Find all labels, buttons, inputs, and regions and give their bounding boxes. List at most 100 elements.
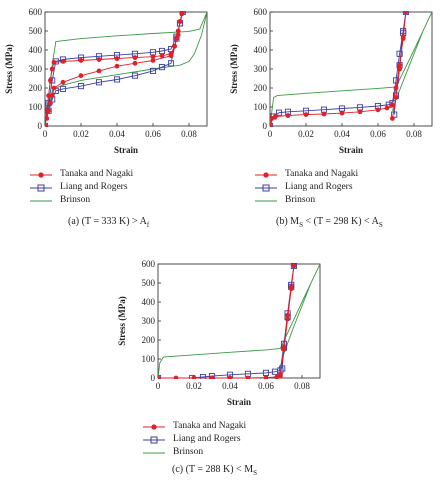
tanaka-point	[150, 58, 156, 63]
tanaka-point	[303, 112, 309, 117]
x-tick-label: 0	[156, 381, 161, 391]
tanaka-point	[48, 78, 53, 83]
legend-a: Tanaka and Nagaki Liang and Rogers Brins…	[30, 168, 133, 207]
brinson-line	[158, 263, 320, 379]
brinson-legend-swatch	[143, 452, 165, 453]
tanaka-point	[132, 60, 138, 66]
x-axis-label: Strain	[227, 397, 251, 407]
y-tick-label: 600	[29, 7, 43, 17]
tanaka-point	[114, 56, 120, 61]
tanaka-series	[158, 263, 297, 379]
tanaka-series	[45, 11, 186, 127]
liang-point	[95, 79, 103, 86]
tanaka-point	[174, 36, 179, 41]
y-tick-label: 100	[142, 354, 156, 364]
tanaka-legend-swatch	[255, 171, 277, 178]
tanaka-point	[291, 263, 297, 269]
chart-panel-c: 0 100 200 300 400 500 600 0 0.02 0.04 0.06 0.08 Stra…	[113, 252, 328, 412]
x-tick-label: 0.06	[145, 129, 161, 139]
liang-legend-swatch	[143, 436, 165, 443]
x-tick-label: 0.06	[258, 381, 274, 391]
tanaka-point	[96, 57, 102, 62]
legend-item-brinson: Brinson	[255, 194, 358, 207]
brinson-series	[158, 263, 320, 379]
tanaka-line	[45, 11, 184, 127]
tanaka-point	[177, 19, 183, 24]
liang-point	[59, 85, 67, 92]
tanaka-point	[321, 111, 327, 117]
y-tick-label: 300	[142, 316, 156, 326]
tanaka-point	[150, 54, 156, 60]
caption-c: (c) (T = 288 K) < MS	[172, 464, 257, 477]
tanaka-point	[132, 55, 138, 60]
y-tick-label: 300	[29, 64, 43, 74]
liang-line	[45, 11, 184, 127]
liang-point	[199, 373, 207, 379]
tanaka-point	[285, 113, 291, 118]
y-tick-label: 100	[254, 102, 268, 112]
y-tick-label: 0	[151, 373, 156, 383]
y-tick-label: 400	[254, 45, 268, 55]
tanaka-point	[51, 85, 57, 91]
x-tick-label: 0	[43, 129, 48, 139]
legend-item-tanaka: Tanaka and Nagaki	[30, 168, 133, 181]
y-axis-label: Stress (MPa)	[117, 296, 127, 346]
x-tick-label: 0.08	[181, 129, 197, 139]
legend-label-brinson: Brinson	[60, 195, 91, 205]
brinson-line	[45, 11, 207, 127]
tanaka-point	[191, 375, 197, 379]
tanaka-point	[278, 371, 283, 377]
legend-item-brinson: Brinson	[30, 194, 133, 207]
liang-point	[158, 64, 166, 71]
brinson-series	[270, 11, 432, 127]
legend-item-liang: Liang and Rogers	[30, 181, 133, 194]
liang-point	[167, 60, 175, 67]
tanaka-point	[49, 93, 55, 98]
y-tick-label: 500	[142, 278, 156, 288]
x-axis-label: Strain	[339, 145, 363, 155]
legend-item-tanaka: Tanaka and Nagaki	[143, 420, 246, 433]
y-tick-label: 500	[254, 26, 268, 36]
y-tick-label: 0	[263, 121, 268, 131]
legend-label-tanaka: Tanaka and Nagaki	[60, 169, 134, 179]
tanaka-point	[48, 100, 53, 106]
tanaka-point	[281, 347, 287, 352]
tanaka-point	[390, 116, 395, 121]
tanaka-point	[159, 53, 165, 59]
y-tick-label: 500	[29, 26, 43, 36]
tanaka-point	[273, 114, 278, 119]
x-tick-label: 0.04	[109, 129, 125, 139]
liang-legend-swatch	[255, 184, 277, 191]
y-tick-label: 200	[254, 83, 268, 93]
legend-b: Tanaka and Nagaki Liang and Rogers Brins…	[255, 168, 358, 207]
tanaka-line	[158, 265, 295, 379]
tanaka-point	[397, 62, 402, 68]
legend-item-liang: Liang and Rogers	[255, 181, 358, 194]
tanaka-legend-swatch	[143, 423, 165, 430]
x-tick-label: 0.04	[334, 129, 350, 139]
tanaka-point	[114, 63, 120, 69]
tanaka-point	[375, 107, 381, 113]
tanaka-point	[173, 375, 179, 379]
y-tick-label: 0	[38, 121, 43, 131]
tanaka-legend-swatch	[30, 171, 52, 178]
tanaka-point	[227, 375, 233, 379]
y-tick-label: 100	[29, 102, 43, 112]
tanaka-point	[60, 79, 66, 85]
tanaka-point	[393, 85, 399, 91]
y-tick-label: 400	[142, 297, 156, 307]
liang-point	[131, 72, 139, 79]
x-axis-label: Strain	[114, 145, 138, 155]
legend-label-liang: Liang and Rogers	[173, 434, 241, 444]
liang-series	[45, 11, 186, 127]
brinson-line	[270, 11, 432, 127]
tanaka-point	[168, 53, 174, 59]
liang-point	[77, 83, 85, 90]
tanaka-point	[51, 59, 57, 65]
tanaka-point	[245, 375, 251, 379]
liang-series	[270, 11, 409, 127]
tanaka-point	[400, 34, 406, 40]
tanaka-point	[384, 105, 390, 111]
tanaka-point	[270, 123, 273, 127]
liang-point	[275, 109, 283, 116]
